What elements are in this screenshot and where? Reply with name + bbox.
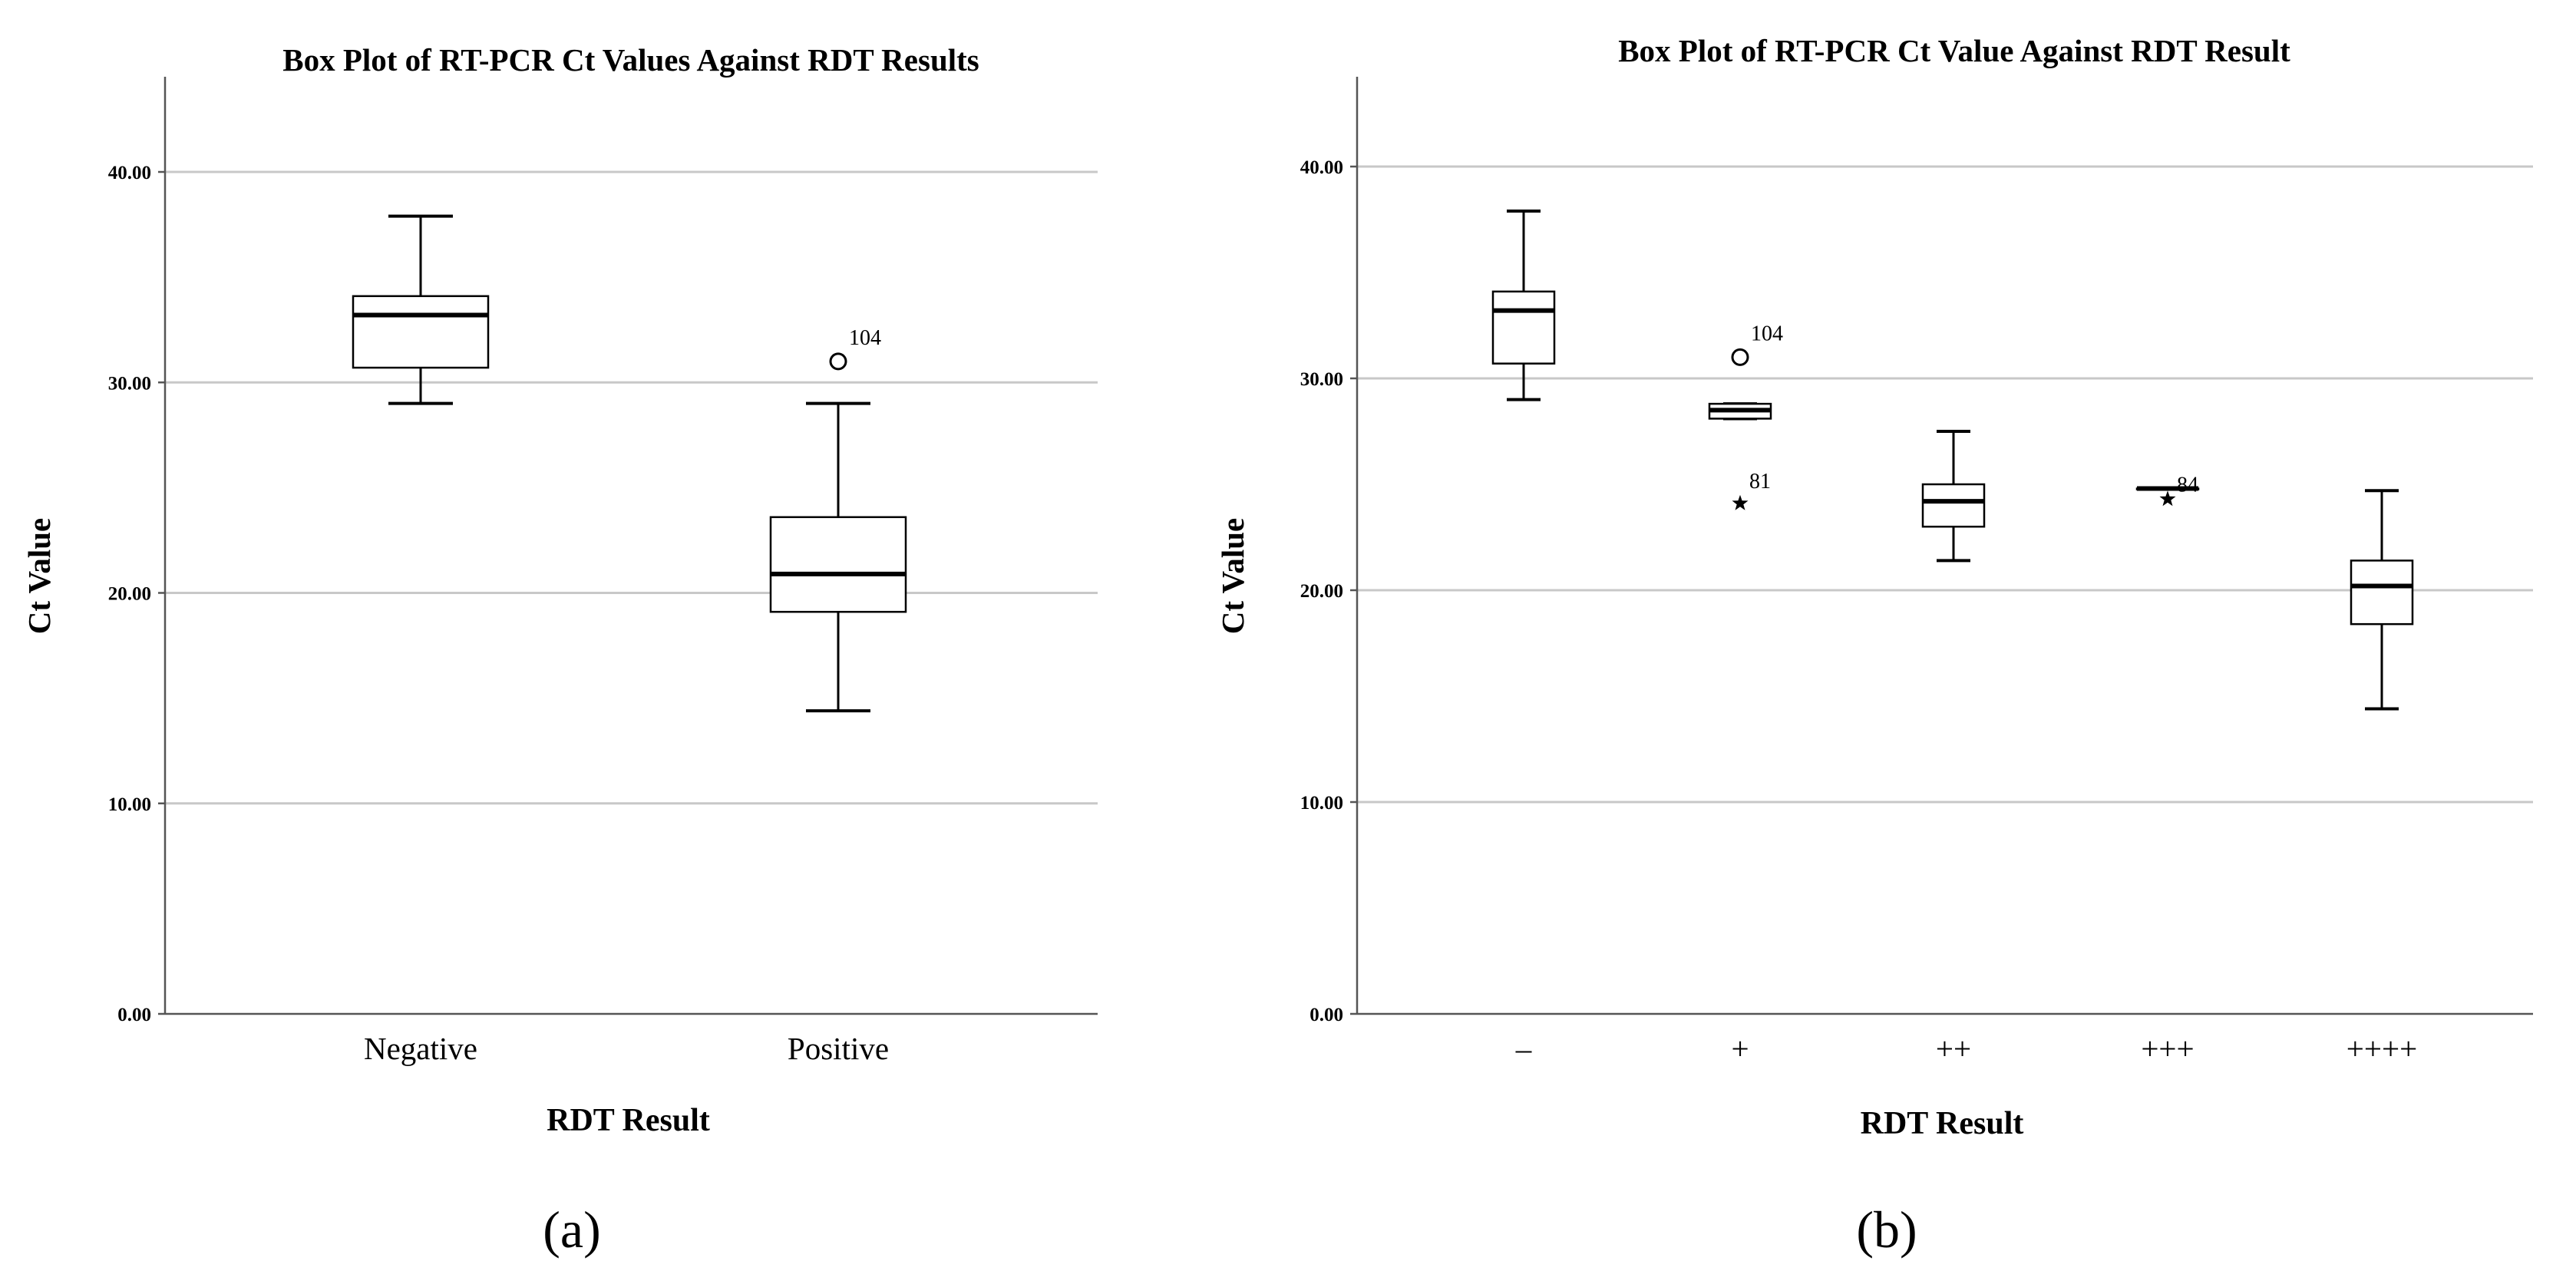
outlier-star bbox=[2159, 490, 2176, 507]
outlier-star bbox=[1732, 494, 1749, 510]
x-category-label: ++ bbox=[1936, 1031, 1971, 1066]
y-tick-label: 10.00 bbox=[1300, 793, 1343, 814]
y-tick-label: 40.00 bbox=[1300, 157, 1343, 178]
y-tick-label: 20.00 bbox=[1300, 581, 1343, 602]
y-tick-label: 40.00 bbox=[108, 163, 151, 183]
outlier-circle bbox=[1731, 348, 1749, 366]
x-category-label: Negative bbox=[364, 1031, 477, 1066]
chart-title: Box Plot of RT-PCR Ct Values Against RDT… bbox=[282, 42, 979, 78]
box-1 bbox=[1491, 209, 1556, 401]
box-4: 84 bbox=[2135, 473, 2200, 507]
box-1 bbox=[352, 214, 490, 405]
box-body bbox=[769, 516, 907, 613]
outlier-label: 84 bbox=[2177, 473, 2198, 497]
box-3 bbox=[1921, 430, 1986, 563]
x-axis-label: RDT Result bbox=[1861, 1106, 2024, 1141]
panel-label: (a) bbox=[543, 1200, 600, 1259]
y-tick-label: 30.00 bbox=[108, 373, 151, 394]
x-category-label: + bbox=[1731, 1031, 1749, 1066]
box-body bbox=[352, 295, 490, 369]
chart-panel-a: Box Plot of RT-PCR Ct Values Against RDT… bbox=[21, 42, 1098, 1259]
x-axis-label: RDT Result bbox=[547, 1103, 710, 1138]
y-tick-label: 10.00 bbox=[108, 794, 151, 815]
outlier-label: 104 bbox=[849, 326, 881, 350]
x-category-label: ++++ bbox=[2346, 1031, 2418, 1066]
y-tick-label: 0.00 bbox=[117, 1005, 151, 1025]
panel-label: (b) bbox=[1856, 1200, 1917, 1259]
chart-title: Box Plot of RT-PCR Ct Value Against RDT … bbox=[1618, 33, 2290, 68]
box-body bbox=[2350, 560, 2414, 626]
y-axis-label: Ct Value bbox=[1215, 518, 1250, 635]
y-tick-label: 0.00 bbox=[1309, 1005, 1343, 1025]
outlier-label: 81 bbox=[1749, 470, 1771, 494]
outlier-circle bbox=[829, 352, 847, 371]
x-category-label: Positive bbox=[788, 1031, 889, 1066]
outlier-label: 104 bbox=[1751, 322, 1783, 345]
y-axis-label: Ct Value bbox=[21, 518, 57, 635]
y-tick-label: 30.00 bbox=[1300, 369, 1343, 390]
x-category-label: +++ bbox=[2141, 1031, 2194, 1066]
box-body bbox=[1491, 290, 1556, 365]
box-5 bbox=[2350, 489, 2414, 711]
box-2: 104 81 bbox=[1708, 322, 1783, 510]
box-2: 104 bbox=[769, 326, 907, 713]
chart-panel-b: Box Plot of RT-PCR Ct Value Against RDT … bbox=[1215, 33, 2533, 1259]
y-tick-label: 20.00 bbox=[108, 584, 151, 605]
x-category-label: – bbox=[1515, 1031, 1532, 1066]
box-body bbox=[1921, 483, 1986, 528]
